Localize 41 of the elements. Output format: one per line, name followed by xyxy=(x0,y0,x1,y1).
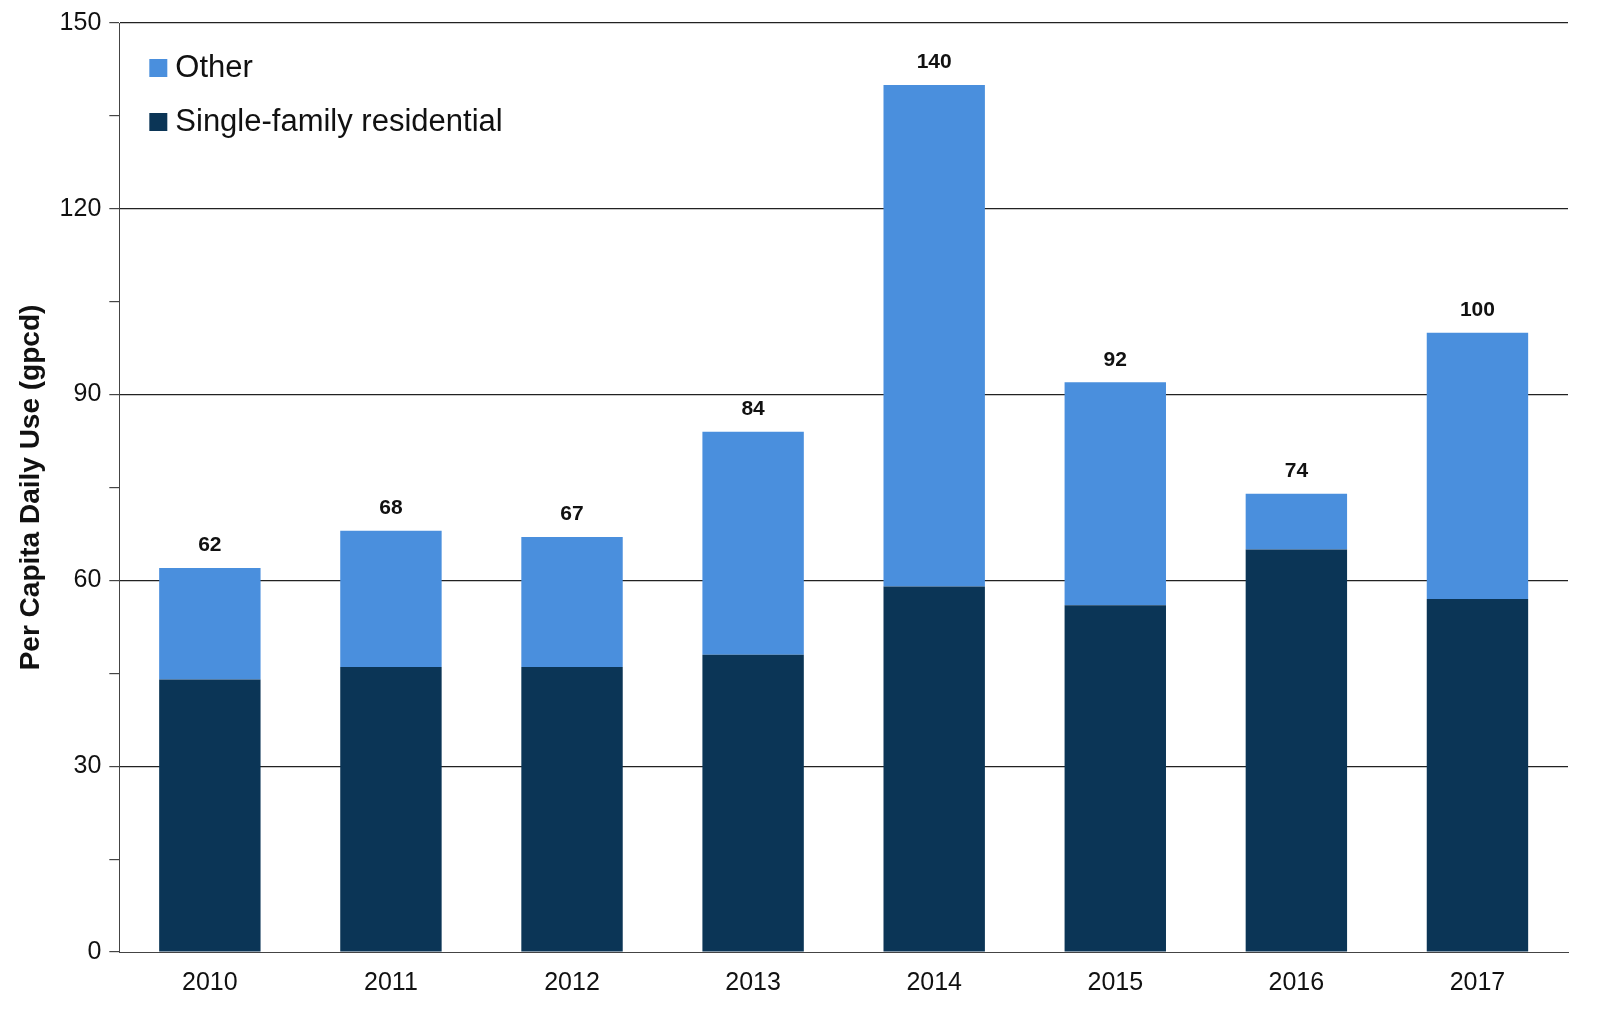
y-tick-label: 30 xyxy=(73,750,102,779)
bar xyxy=(1426,598,1529,952)
bar xyxy=(702,431,804,655)
bar xyxy=(883,84,985,587)
y-tick-label: 120 xyxy=(59,192,102,221)
total-label: 67 xyxy=(560,501,584,525)
y-tick-label: 90 xyxy=(73,378,102,407)
x-tick-label: 2014 xyxy=(906,966,963,995)
bar xyxy=(521,537,623,668)
total-label: 84 xyxy=(741,396,766,420)
y-tick-label: 60 xyxy=(73,564,102,593)
total-label: 68 xyxy=(379,495,403,519)
bar xyxy=(159,568,261,680)
total-label: 92 xyxy=(1103,346,1127,370)
total-label: 74 xyxy=(1284,457,1309,481)
legend-label: Other xyxy=(175,48,253,84)
bar xyxy=(883,586,985,952)
bar xyxy=(340,530,442,668)
bar xyxy=(1064,605,1166,952)
bar xyxy=(1064,382,1166,606)
x-tick-label: 2015 xyxy=(1087,966,1144,995)
bar xyxy=(159,679,261,952)
x-tick-label: 2010 xyxy=(182,966,238,995)
total-label: 100 xyxy=(1459,296,1495,320)
total-label: 140 xyxy=(916,49,952,73)
y-axis-title: Per Capita Daily Use (gpcd) xyxy=(13,304,45,671)
bar xyxy=(702,654,804,952)
bar xyxy=(340,667,442,952)
bar xyxy=(1426,332,1529,599)
y-tick-label: 150 xyxy=(59,6,102,35)
x-tick-label: 2011 xyxy=(364,966,418,995)
legend-label: Single-family residential xyxy=(175,102,503,138)
y-tick-label: 0 xyxy=(87,935,102,964)
bar xyxy=(1245,493,1348,550)
x-tick-label: 2012 xyxy=(544,966,600,995)
bar xyxy=(521,667,623,952)
x-tick-label: 2013 xyxy=(725,966,781,995)
x-tick-label: 2017 xyxy=(1449,966,1506,995)
bar xyxy=(1245,549,1348,952)
x-tick-label: 2016 xyxy=(1268,966,1325,995)
total-label: 62 xyxy=(198,532,222,556)
